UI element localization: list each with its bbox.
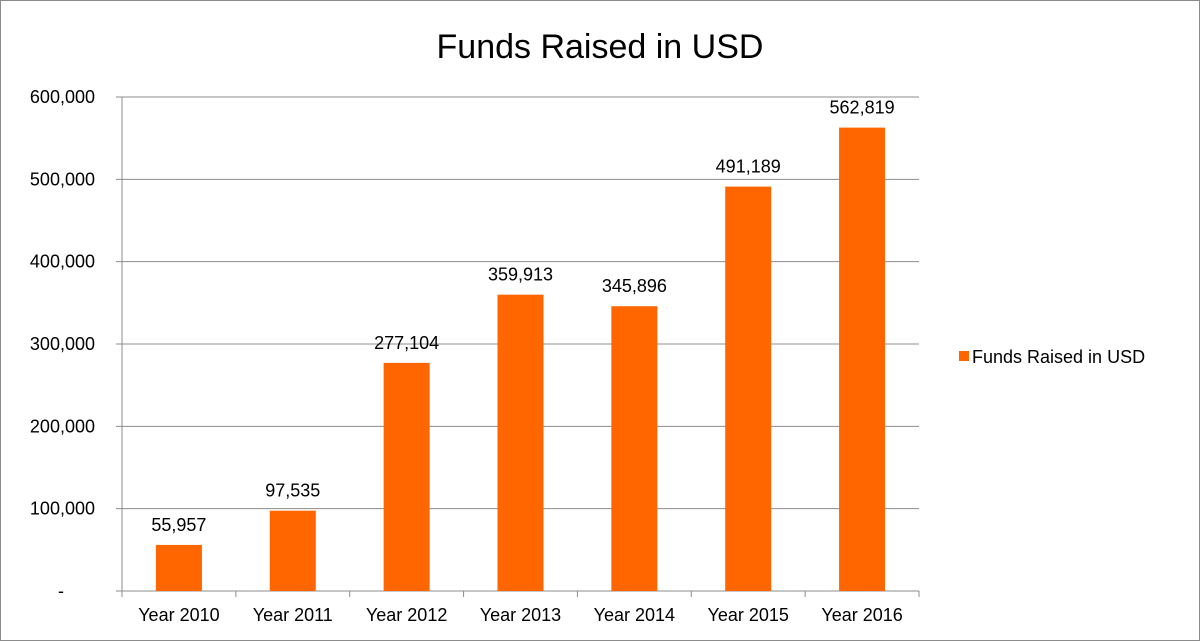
x-tick-label: Year 2016 [821, 605, 902, 625]
chart-title: Funds Raised in USD [437, 28, 764, 66]
bar [725, 186, 772, 592]
data-label: 562,819 [830, 98, 895, 118]
y-tick-label: 100,000 [30, 499, 95, 519]
x-tick-label: Year 2015 [708, 605, 789, 625]
data-label: 491,189 [716, 157, 781, 177]
x-tick-label: Year 2012 [366, 605, 447, 625]
y-tick-label: 400,000 [30, 252, 95, 272]
x-tick-label: Year 2011 [253, 605, 333, 625]
data-label: 55,957 [151, 515, 206, 535]
bar [269, 510, 316, 591]
bar [611, 306, 658, 591]
bar [155, 544, 202, 591]
bar [839, 127, 886, 591]
y-tick-label: 300,000 [30, 334, 95, 354]
x-axis-ticks: Year 2010 Year 2011 Year 2012 Year 2013 Year… [138, 605, 903, 625]
y-tick-label: 200,000 [30, 416, 95, 436]
bar [383, 362, 430, 591]
y-tick-label: 600,000 [30, 87, 95, 107]
x-tick-label: Year 2013 [480, 605, 561, 625]
data-label: 345,896 [602, 276, 667, 296]
y-tick-label: 500,000 [30, 169, 95, 189]
data-labels: 55,957 97,535 277,104 359,913 345,896 491,189… [151, 98, 894, 535]
data-label: 277,104 [374, 333, 439, 353]
y-tick-label: - [58, 581, 64, 601]
bar [497, 294, 544, 591]
legend-label: Funds Raised in USD [972, 347, 1145, 367]
legend-swatch [959, 351, 969, 361]
data-label: 359,913 [488, 265, 553, 285]
legend: Funds Raised in USD [959, 347, 1145, 367]
x-tick-label: Year 2010 [138, 605, 219, 625]
bars [155, 127, 886, 592]
x-tick-label: Year 2014 [594, 605, 675, 625]
data-label: 97,535 [265, 481, 320, 501]
y-axis-ticks: - 100,000 200,000 300,000 400,000 500,000 600,… [30, 87, 95, 601]
